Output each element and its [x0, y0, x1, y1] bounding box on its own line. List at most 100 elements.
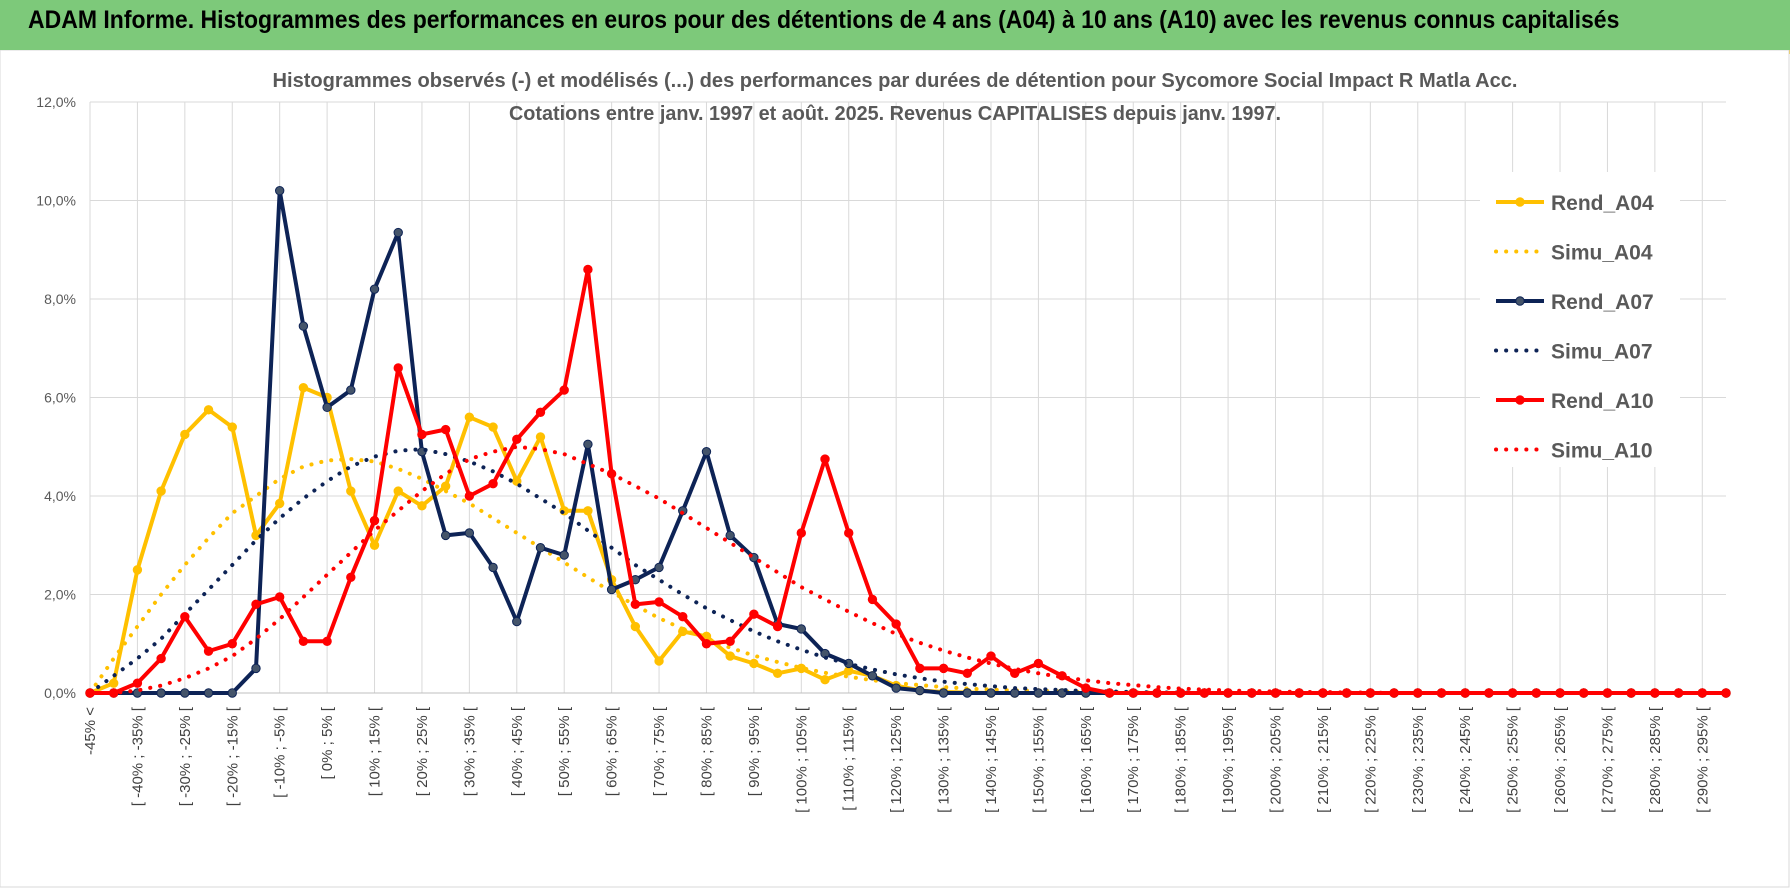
- x-tick-label: [ 230% ; 235% [: [1410, 706, 1427, 813]
- data-point-rend-a10: [915, 663, 925, 674]
- y-tick-label: 12,0%: [36, 94, 76, 110]
- data-point-rend-a10: [1033, 658, 1044, 669]
- data-point-rend-a04: [132, 565, 143, 575]
- x-tick-label: [ 210% ; 215% [: [1315, 706, 1332, 813]
- data-point-rend-a10: [938, 663, 949, 674]
- data-point-rend-a10: [1128, 688, 1138, 698]
- data-point-rend-a04: [203, 405, 214, 415]
- data-point-rend-a10: [772, 621, 783, 632]
- x-axis: -45% < [ -40% ; -35% [[ -30% ; -25% [[ -2…: [82, 706, 1711, 813]
- data-point-rend-a10: [512, 434, 522, 445]
- data-point-rend-a10: [464, 491, 475, 501]
- x-tick-label: [ 200% ; 205% [: [1268, 706, 1285, 813]
- x-tick-label: [ 270% ; 275% [: [1599, 706, 1616, 813]
- data-point-rend-a04: [109, 678, 119, 688]
- data-point-rend-a07: [227, 688, 237, 698]
- data-point-rend-a07: [274, 185, 285, 196]
- data-point-rend-a07: [796, 624, 807, 634]
- data-point-rend-a10: [1199, 688, 1210, 698]
- series-group: [85, 185, 1731, 698]
- data-point-rend-a07: [369, 284, 380, 294]
- x-tick-label: [ 90% ; 95% [: [746, 706, 763, 796]
- legend-label: Simu_A04: [1551, 242, 1653, 265]
- x-tick-label: [ 190% ; 195% [: [1220, 706, 1237, 813]
- y-tick-label: 6,0%: [44, 390, 76, 406]
- data-point-rend-a07: [180, 688, 190, 698]
- x-tick-label: -45% <: [82, 707, 99, 755]
- x-tick-label: [ -10% ; -5% [: [272, 706, 289, 798]
- y-tick-label: 8,0%: [44, 291, 76, 307]
- x-tick-label: [ 100% ; 105% [: [793, 706, 810, 813]
- data-point-rend-a10: [678, 611, 688, 622]
- legend-marker: [1515, 197, 1525, 207]
- x-tick-label: [ 110% ; 115% [: [841, 706, 858, 811]
- data-point-rend-a10: [1152, 688, 1162, 698]
- x-tick-label: [ 160% ; 165% [: [1078, 706, 1095, 813]
- x-tick-label: [ 10% ; 15% [: [367, 706, 384, 796]
- data-point-rend-a04: [749, 658, 759, 669]
- data-point-rend-a04: [274, 498, 285, 509]
- data-point-rend-a10: [867, 594, 878, 605]
- x-tick-label: [ 240% ; 245% [: [1457, 706, 1474, 813]
- data-point-rend-a10: [417, 429, 427, 440]
- x-tick-label: [ 20% ; 25% [: [414, 706, 431, 796]
- data-point-rend-a07: [488, 562, 498, 573]
- data-point-rend-a04: [393, 486, 403, 496]
- data-point-rend-a10: [346, 572, 356, 582]
- legend-label: Rend_A07: [1551, 291, 1654, 314]
- x-tick-label: [ 40% ; 45% [: [509, 706, 526, 796]
- data-point-rend-a10: [322, 636, 332, 646]
- x-tick-label: [ -40% ; -35% [: [129, 706, 146, 806]
- data-point-rend-a10: [1081, 683, 1091, 693]
- data-point-rend-a07: [251, 663, 261, 674]
- data-point-rend-a07: [346, 385, 356, 395]
- data-point-rend-a10: [488, 478, 498, 489]
- x-tick-label: [ 180% ; 185% [: [1173, 706, 1190, 813]
- data-point-rend-a07: [606, 584, 617, 595]
- legend-label: Rend_A10: [1551, 390, 1654, 413]
- x-tick-label: [ 30% ; 35% [: [461, 706, 478, 796]
- x-tick-label: [ 260% ; 265% [: [1552, 706, 1569, 813]
- x-tick-label: [ 80% ; 85% [: [698, 706, 715, 796]
- data-point-rend-a10: [749, 609, 759, 619]
- data-point-rend-a04: [820, 675, 830, 685]
- legend-marker: [1515, 296, 1525, 306]
- data-point-rend-a07: [1033, 688, 1044, 698]
- data-point-rend-a10: [630, 599, 641, 610]
- x-tick-label: [ 130% ; 135% [: [936, 706, 953, 813]
- data-point-rend-a10: [559, 385, 569, 395]
- x-tick-label: [ 250% ; 255% [: [1505, 706, 1522, 813]
- data-point-rend-a04: [156, 486, 166, 496]
- data-point-rend-a10: [1673, 688, 1684, 698]
- data-point-rend-a07: [867, 671, 878, 681]
- data-point-rend-a10: [298, 636, 309, 646]
- data-point-rend-a07: [915, 685, 925, 696]
- data-point-rend-a10: [583, 264, 593, 275]
- x-tick-label: [ 50% ; 55% [: [556, 706, 573, 796]
- data-point-rend-a07: [891, 683, 901, 693]
- banner-title: ADAM Informe. Histogrammes des performan…: [28, 6, 1620, 34]
- x-tick-label: [ -30% ; -25% [: [177, 706, 194, 806]
- y-axis: 0,0% 2,0% 4,0% 6,0% 8,0% 10,0% 12,0%: [36, 94, 76, 701]
- data-point-rend-a04: [630, 621, 641, 632]
- data-point-rend-a04: [369, 540, 380, 550]
- x-tick-label: [ 150% ; 155% [: [1030, 706, 1047, 813]
- x-tick-label: [ 0% ; 5% [: [319, 706, 336, 779]
- data-point-rend-a04: [772, 668, 783, 678]
- data-point-rend-a10: [156, 653, 166, 664]
- y-tick-label: 2,0%: [44, 587, 76, 603]
- data-point-rend-a10: [203, 646, 214, 656]
- x-tick-label: [ 280% ; 285% [: [1647, 706, 1664, 813]
- data-point-rend-a07: [464, 528, 475, 538]
- data-point-rend-a10: [369, 515, 380, 526]
- data-point-rend-a04: [346, 486, 356, 496]
- data-point-rend-a04: [535, 432, 546, 442]
- data-point-rend-a10: [440, 424, 451, 435]
- y-tick-label: 10,0%: [36, 193, 76, 209]
- data-point-rend-a04: [488, 422, 498, 432]
- data-point-rend-a07: [701, 446, 712, 457]
- data-point-rend-a07: [962, 688, 972, 698]
- legend-marker: [1515, 395, 1525, 405]
- data-point-rend-a07: [583, 439, 593, 449]
- x-tick-label: [ 290% ; 295% [: [1694, 706, 1711, 813]
